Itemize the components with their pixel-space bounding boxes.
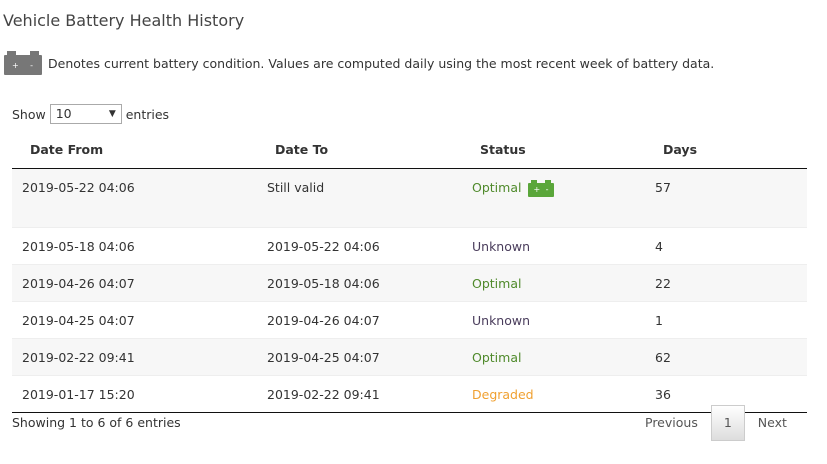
chevron-down-icon: ▼ xyxy=(108,109,116,119)
battery-icon: + - xyxy=(4,51,42,75)
date-to-cell: 2019-04-26 04:07 xyxy=(257,301,462,339)
status-cell: Unknown xyxy=(462,227,645,265)
days-cell: 62 xyxy=(645,338,807,376)
table-info: Showing 1 to 6 of 6 entries xyxy=(12,415,181,430)
table-row: 2019-05-22 04:06 Still valid Optimal + - … xyxy=(12,168,807,228)
days-cell: 22 xyxy=(645,264,807,302)
table-row: 2019-02-22 09:41 2019-04-25 04:07 Optima… xyxy=(12,338,807,376)
next-button[interactable]: Next xyxy=(757,415,787,430)
previous-button[interactable]: Previous xyxy=(645,415,698,430)
table-row: 2019-04-26 04:07 2019-05-18 04:06 Optima… xyxy=(12,264,807,302)
days-cell: 57 xyxy=(645,168,807,228)
status-cell: Optimal xyxy=(462,338,645,376)
status-cell: Degraded xyxy=(462,375,645,413)
date-from-cell: 2019-05-18 04:06 xyxy=(12,227,257,265)
status-text: Optimal xyxy=(472,275,522,291)
entries-value: 10 xyxy=(55,106,72,121)
column-date-to[interactable]: Date To xyxy=(257,130,462,169)
date-from-cell: 2019-05-22 04:06 xyxy=(12,168,257,228)
date-to-cell: 2019-04-25 04:07 xyxy=(257,338,462,376)
date-from-cell: 2019-01-17 15:20 xyxy=(12,375,257,413)
date-from-cell: 2019-04-25 04:07 xyxy=(12,301,257,339)
column-status[interactable]: Status xyxy=(462,130,645,169)
status-cell: Unknown xyxy=(462,301,645,339)
date-to-cell: Still valid xyxy=(257,168,462,228)
entries-label: entries xyxy=(125,106,170,122)
days-cell: 4 xyxy=(645,227,807,265)
column-days[interactable]: Days xyxy=(645,130,807,169)
status-text: Optimal xyxy=(472,349,522,365)
date-from-cell: 2019-02-22 09:41 xyxy=(12,338,257,376)
table-row: 2019-05-18 04:06 2019-05-22 04:06 Unknow… xyxy=(12,227,807,265)
status-cell: Optimal xyxy=(462,264,645,302)
page-1-button[interactable]: 1 xyxy=(710,405,745,441)
entries-length: Show 10 ▼ entries xyxy=(12,104,169,124)
battery-icon: + - xyxy=(528,180,555,197)
battery-history-table: Date From Date To Status Days 2019-05-22… xyxy=(12,130,807,413)
legend-text: Denotes current battery condition. Value… xyxy=(48,55,715,71)
status-text: Unknown xyxy=(472,238,531,254)
date-to-cell: 2019-02-22 09:41 xyxy=(257,375,462,413)
legend: + - Denotes current battery condition. Va… xyxy=(4,51,714,75)
table-row: 2019-01-17 15:20 2019-02-22 09:41 Degrad… xyxy=(12,375,807,413)
status-text: Optimal xyxy=(472,180,522,195)
date-to-cell: 2019-05-22 04:06 xyxy=(257,227,462,265)
status-text: Degraded xyxy=(472,386,534,402)
table-row: 2019-04-25 04:07 2019-04-26 04:07 Unknow… xyxy=(12,301,807,339)
show-label: Show xyxy=(12,106,46,122)
column-date-from[interactable]: Date From xyxy=(12,130,257,169)
pagination: Previous 1 Next xyxy=(634,405,798,441)
status-cell: Optimal + - xyxy=(462,168,645,228)
date-from-cell: 2019-04-26 04:07 xyxy=(12,264,257,302)
page-title: Vehicle Battery Health History xyxy=(3,11,245,30)
entries-select[interactable]: 10 ▼ xyxy=(49,104,122,124)
status-text: Unknown xyxy=(472,312,531,328)
date-to-cell: 2019-05-18 04:06 xyxy=(257,264,462,302)
days-cell: 1 xyxy=(645,301,807,339)
